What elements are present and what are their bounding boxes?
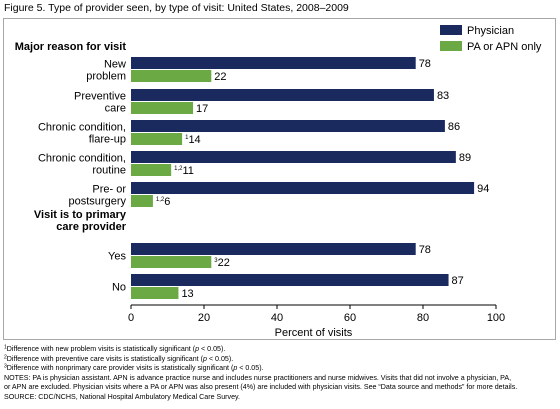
chart-frame: Major reason for visit New problem 78 22 Prev… xyxy=(3,18,556,340)
bar-physician xyxy=(131,89,434,101)
data-label-pa-apn: 322 xyxy=(214,257,230,269)
category-label: Chronic condition, xyxy=(38,122,126,134)
category-label: routine xyxy=(92,165,126,177)
category-label: No xyxy=(112,282,126,294)
data-label-pa-apn: 1,26 xyxy=(156,196,170,208)
bar-physician xyxy=(131,120,445,132)
bar-physician xyxy=(131,274,449,286)
bar-pa-apn xyxy=(131,256,212,268)
bar-physician xyxy=(131,182,475,194)
source-line: SOURCE: CDC/NCHS, National Hospital Ambu… xyxy=(4,392,241,401)
category-label: postsurgery xyxy=(69,196,127,208)
x-tick-label: 0 xyxy=(128,312,134,324)
bar-physician xyxy=(131,151,456,163)
legend-label-pa_apn: PA or APN only xyxy=(467,41,542,53)
data-label-pa-apn: 114 xyxy=(185,134,201,146)
data-label-physician: 87 xyxy=(452,275,464,287)
x-tick-label: 20 xyxy=(198,312,210,324)
category-label: Yes xyxy=(108,251,126,263)
category-label: flare-up xyxy=(89,134,126,146)
bar-pa-apn xyxy=(131,164,172,176)
data-label-pa-apn: 13 xyxy=(181,288,193,300)
bar-pa-apn xyxy=(131,287,179,299)
data-label-pa-apn: 1,211 xyxy=(174,165,194,177)
data-label-physician: 89 xyxy=(459,152,471,164)
data-label-physician: 78 xyxy=(419,244,431,256)
group-header: Visit is to primary xyxy=(34,209,127,221)
data-label-physician: 86 xyxy=(448,121,460,133)
data-label-pa-apn: 17 xyxy=(196,103,208,115)
legend-label-physician: Physician xyxy=(467,25,514,37)
data-label-physician: 83 xyxy=(437,90,449,102)
footnote-1: 1Difference with new problem visits is s… xyxy=(4,344,226,353)
category-label: Chronic condition, xyxy=(38,153,126,165)
x-axis-title: Percent of visits xyxy=(275,327,353,339)
x-tick-label: 60 xyxy=(344,312,356,324)
category-label: care xyxy=(105,103,126,115)
group-header: care provider xyxy=(56,221,126,233)
category-label: problem xyxy=(86,71,126,83)
bar-physician xyxy=(131,57,416,69)
x-tick-label: 100 xyxy=(487,312,505,324)
bar-pa-apn xyxy=(131,70,212,82)
group-header: Major reason for visit xyxy=(15,41,127,53)
figure-title: Figure 5. Type of provider seen, by type… xyxy=(4,2,349,14)
data-label-physician: 94 xyxy=(477,183,489,195)
bar-pa-apn xyxy=(131,195,153,207)
bar-physician xyxy=(131,243,416,255)
x-tick-label: 40 xyxy=(271,312,283,324)
x-tick-label: 80 xyxy=(417,312,429,324)
category-label: New xyxy=(104,59,126,71)
category-label: Preventive xyxy=(74,91,126,103)
notes-line-1: NOTES: PA is physician assistant. APN is… xyxy=(4,373,512,382)
bar-pa-apn xyxy=(131,102,194,114)
footnote-3: 3Difference with nonprimary care provide… xyxy=(4,363,264,372)
legend-swatch-physician xyxy=(440,25,462,35)
data-label-pa-apn: 22 xyxy=(214,71,226,83)
notes-line-2: or APN are excluded. Physician visits wh… xyxy=(4,383,518,391)
bar-pa-apn xyxy=(131,133,183,145)
footnote-2: 2Difference with preventive care visits … xyxy=(4,354,234,363)
category-label: Pre- or xyxy=(92,184,126,196)
legend-swatch-pa_apn xyxy=(440,41,462,51)
data-label-physician: 78 xyxy=(419,58,431,70)
footnotes: 1Difference with new problem visits is s… xyxy=(4,345,556,402)
